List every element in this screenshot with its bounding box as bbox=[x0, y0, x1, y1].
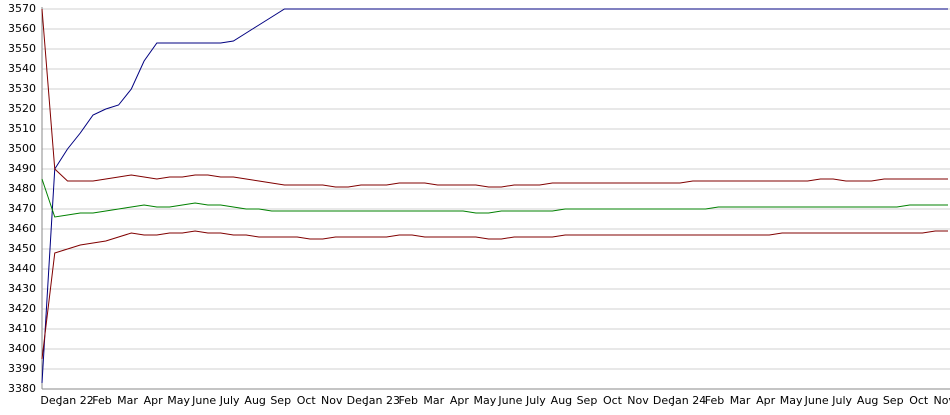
x-tick-label: Oct bbox=[603, 394, 623, 407]
x-tick-label: Aug bbox=[551, 394, 572, 407]
x-tick-label: May bbox=[473, 394, 496, 407]
x-tick-label: June bbox=[497, 394, 522, 407]
x-tick-label: July bbox=[831, 394, 852, 407]
y-tick-label: 3430 bbox=[8, 282, 36, 295]
series-line bbox=[41, 8, 948, 384]
y-tick-label: 3420 bbox=[8, 302, 36, 315]
y-tick-label: 3440 bbox=[8, 262, 36, 275]
y-tick-label: 3410 bbox=[8, 322, 36, 335]
series-line bbox=[41, 178, 948, 218]
y-tick-label: 3400 bbox=[8, 342, 36, 355]
x-tick-label: Jan 22 bbox=[58, 394, 93, 407]
x-tick-label: Apr bbox=[450, 394, 470, 407]
y-tick-label: 3560 bbox=[8, 22, 36, 35]
x-tick-label: Dec bbox=[40, 394, 61, 407]
x-tick-label: Oct bbox=[297, 394, 317, 407]
y-tick-label: 3450 bbox=[8, 242, 36, 255]
y-tick-label: 3530 bbox=[8, 82, 36, 95]
x-tick-label: Sep bbox=[883, 394, 904, 407]
x-tick-label: Apr bbox=[756, 394, 776, 407]
x-tick-label: Aug bbox=[244, 394, 265, 407]
x-tick-label: Feb bbox=[399, 394, 418, 407]
y-tick-label: 3570 bbox=[8, 2, 36, 15]
x-tick-label: Dec bbox=[653, 394, 674, 407]
y-tick-label: 3500 bbox=[8, 142, 36, 155]
x-tick-label: Nov bbox=[321, 394, 343, 407]
y-tick-label: 3480 bbox=[8, 182, 36, 195]
x-tick-label: Feb bbox=[705, 394, 724, 407]
y-tick-label: 3550 bbox=[8, 42, 36, 55]
x-tick-label: Mar bbox=[423, 394, 444, 407]
x-tick-label: Oct bbox=[909, 394, 929, 407]
x-tick-label: Apr bbox=[144, 394, 164, 407]
x-tick-label: July bbox=[525, 394, 546, 407]
series-line bbox=[41, 230, 948, 360]
y-tick-label: 3490 bbox=[8, 162, 36, 175]
x-tick-label: May bbox=[780, 394, 803, 407]
y-tick-label: 3520 bbox=[8, 102, 36, 115]
x-tick-label: June bbox=[191, 394, 216, 407]
x-tick-label: Feb bbox=[92, 394, 111, 407]
x-tick-label: Aug bbox=[857, 394, 878, 407]
x-tick-label: Sep bbox=[577, 394, 598, 407]
x-tick-label: Mar bbox=[730, 394, 751, 407]
x-tick-label: Jan 23 bbox=[365, 394, 400, 407]
series-line bbox=[41, 8, 948, 188]
y-tick-label: 3470 bbox=[8, 202, 36, 215]
y-tick-label: 3510 bbox=[8, 122, 36, 135]
x-tick-label: June bbox=[804, 394, 829, 407]
x-tick-label: Dec bbox=[347, 394, 368, 407]
x-tick-label: Sep bbox=[270, 394, 291, 407]
y-tick-label: 3540 bbox=[8, 62, 36, 75]
x-tick-label: Jan 24 bbox=[671, 394, 706, 407]
y-tick-label: 3390 bbox=[8, 362, 36, 375]
x-tick-label: Nov bbox=[934, 394, 950, 407]
x-tick-label: Nov bbox=[627, 394, 649, 407]
x-tick-label: July bbox=[219, 394, 240, 407]
x-tick-label: May bbox=[167, 394, 190, 407]
y-tick-label: 3460 bbox=[8, 222, 36, 235]
x-tick-label: Mar bbox=[117, 394, 138, 407]
y-tick-label: 3380 bbox=[8, 382, 36, 395]
